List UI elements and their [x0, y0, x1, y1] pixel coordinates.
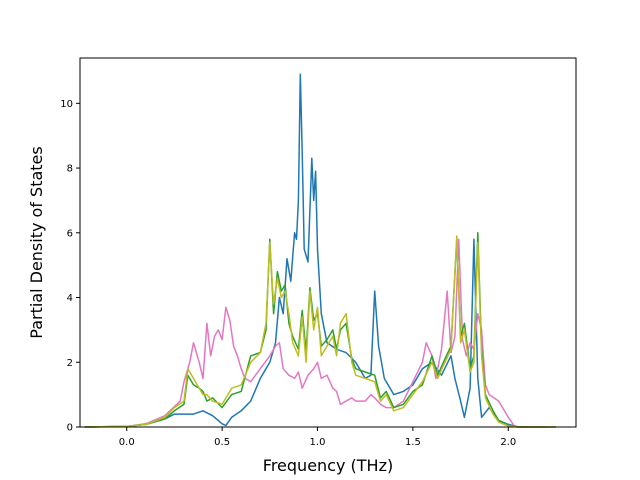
y-tick-label: 4	[67, 293, 73, 304]
y-axis: 0 2 4 6 8 10	[60, 99, 80, 434]
y-tick-label: 8	[67, 164, 73, 175]
y-tick-label: 6	[67, 228, 73, 239]
series-line-3	[84, 235, 556, 428]
x-axis-label: Frequency (THz)	[263, 456, 393, 475]
x-tick-label: 0.0	[119, 437, 135, 448]
plot-area	[84, 73, 556, 428]
y-tick-label: 2	[67, 358, 73, 369]
series-line-0	[84, 73, 528, 428]
y-axis-label: Partial Density of States	[27, 146, 46, 338]
x-tick-label: 0.5	[214, 437, 230, 448]
y-tick-label: 0	[67, 423, 73, 434]
series-line-1	[84, 238, 547, 428]
x-tick-label: 1.5	[405, 437, 421, 448]
x-axis: 0.0 0.5 1.0 1.5 2.0	[119, 427, 516, 448]
plot-frame	[79, 57, 577, 428]
y-tick-label: 10	[60, 99, 73, 110]
x-tick-label: 2.0	[500, 437, 516, 448]
x-tick-label: 1.0	[310, 437, 326, 448]
series-line-2	[84, 232, 556, 428]
